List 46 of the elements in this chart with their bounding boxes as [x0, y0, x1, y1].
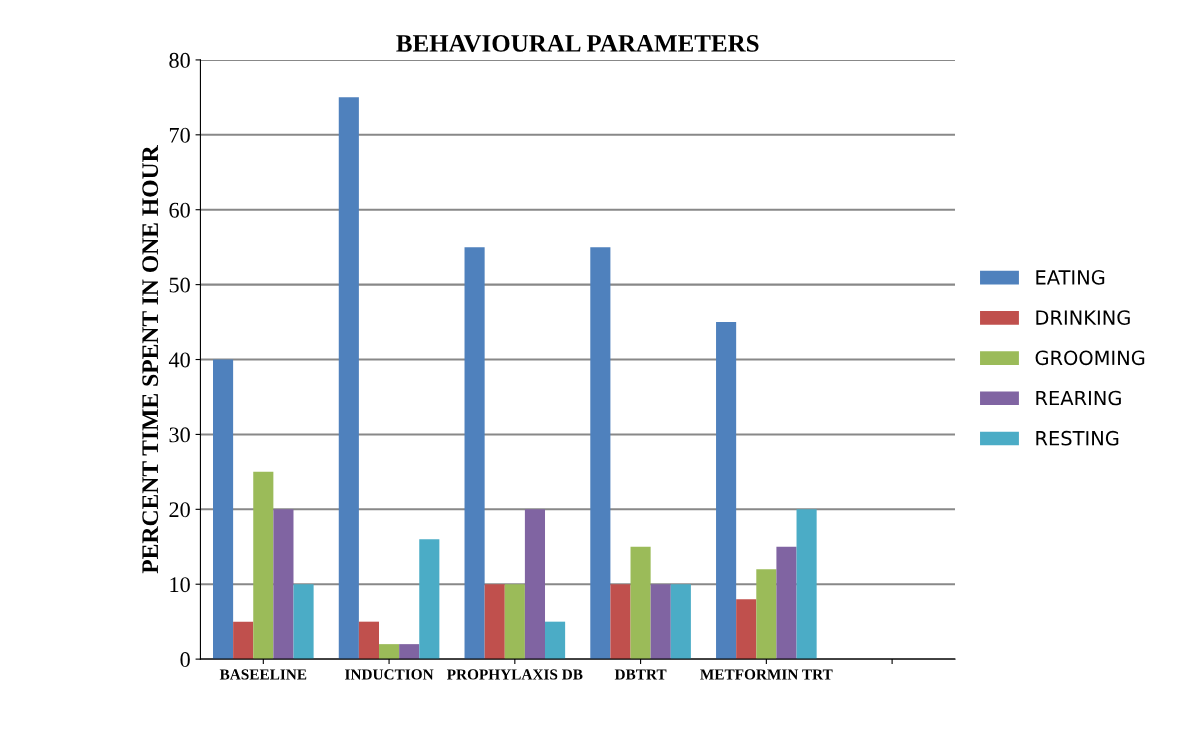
bar [253, 471, 274, 660]
bar [776, 546, 797, 660]
y-tick-label: 50 [169, 277, 190, 293]
bar [756, 569, 777, 660]
bar [545, 621, 566, 660]
bar [399, 644, 420, 660]
bar [650, 584, 671, 660]
y-tick-label: 70 [169, 127, 190, 143]
bar [273, 509, 294, 660]
bar [610, 584, 631, 660]
y-tick-label: 40 [168, 352, 190, 368]
bar [484, 584, 505, 660]
x-tick-label: DBTRT [614, 669, 667, 680]
y-tick-label: 60 [169, 202, 190, 218]
legend-label: EATING [1036, 270, 1105, 285]
y-tick-label: 20 [169, 502, 190, 518]
bar [796, 509, 817, 660]
bar [213, 359, 234, 660]
bar [590, 247, 611, 660]
x-tick-label: METFORMIN TRT [700, 669, 833, 680]
bar [233, 621, 254, 660]
x-tick-label: PROPHYLAXIS DB [446, 669, 583, 680]
x-tick-label: BASEELINE [219, 669, 307, 680]
y-tick-label: 10 [170, 577, 190, 593]
bar [716, 322, 737, 660]
y-tick-label: 80 [169, 52, 190, 68]
x-tick-label: INDUCTION [345, 669, 434, 680]
legend-label: REARING [1036, 390, 1121, 406]
bar [464, 247, 485, 660]
chart-title: BEHAVIOURAL PARAMETERS [396, 35, 759, 52]
bar [504, 584, 525, 660]
y-tick-label: 0 [180, 652, 190, 668]
bar [338, 97, 359, 660]
bar [419, 539, 440, 660]
bar [670, 584, 691, 660]
bar [736, 599, 757, 660]
legend-label: DRINKING [1036, 310, 1130, 325]
bar [379, 644, 400, 660]
y-axis-title: PERCENT TIME SPENT IN ONE HOUR [142, 145, 159, 574]
y-tick-label: 30 [169, 427, 190, 443]
bar [358, 621, 380, 660]
bar [524, 509, 546, 660]
bar [293, 584, 314, 660]
legend-label: RESTING [1036, 430, 1119, 446]
bar [630, 546, 651, 660]
legend-label: GROOMING [1035, 350, 1145, 366]
